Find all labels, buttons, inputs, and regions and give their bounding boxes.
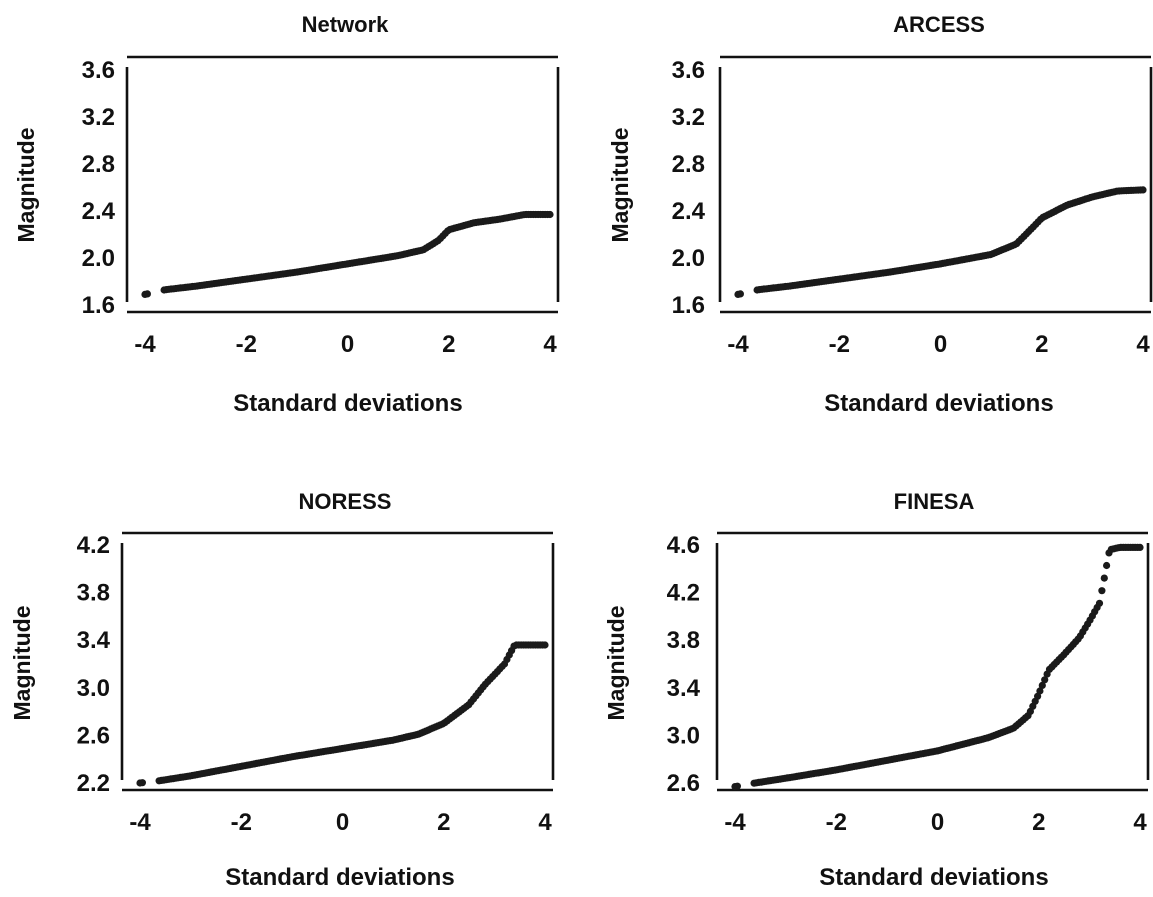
y-tick-label: 2.6: [77, 722, 110, 749]
data-point: [1098, 587, 1106, 595]
data-point: [733, 782, 742, 790]
x-tick-label: 2: [1032, 809, 1045, 836]
y-tick-labels: 1.6 2.0 2.4 2.8 3.2 3.6: [82, 57, 116, 319]
panel-title: ARCESS: [893, 12, 985, 37]
panel-finesa: FINESA Magnitude Standard deviations 2.6…: [603, 489, 1150, 891]
y-axis-label: Magnitude: [603, 606, 629, 721]
panel-title: Network: [302, 12, 390, 37]
y-tick-label: 3.8: [77, 580, 110, 607]
y-axis-label: Magnitude: [13, 128, 39, 243]
data-point: [736, 290, 745, 298]
x-tick-label: 4: [543, 331, 557, 358]
x-tick-label: -2: [236, 331, 257, 358]
x-tick-label: -4: [727, 331, 749, 358]
data-points: [136, 641, 549, 787]
data-point: [143, 290, 151, 298]
y-tick-label: 2.4: [672, 198, 706, 225]
y-tick-label: 2.4: [82, 198, 116, 225]
x-axis-label: Standard deviations: [824, 390, 1053, 417]
data-point: [1095, 599, 1104, 607]
y-tick-label: 3.6: [82, 57, 115, 84]
plot-frame: [125, 55, 560, 314]
y-tick-label: 3.6: [672, 57, 705, 84]
y-tick-label: 2.6: [667, 770, 700, 797]
data-point: [546, 210, 554, 219]
x-tick-label: 2: [437, 809, 450, 836]
x-tick-label: -4: [134, 331, 156, 358]
data-point: [1038, 681, 1046, 690]
panel-arcess: ARCESS Magnitude Standard deviations 1.6…: [607, 12, 1153, 417]
x-tick-label: -2: [826, 809, 847, 836]
data-point: [1136, 543, 1144, 552]
panel-noress: NORESS Magnitude Standard deviations 2.2…: [9, 489, 555, 891]
x-tick-label: 0: [341, 331, 354, 358]
y-tick-labels: 2.2 2.6 3.0 3.4 3.8 4.2: [77, 532, 111, 797]
x-tick-label: -2: [231, 809, 252, 836]
x-axis-label: Standard deviations: [225, 864, 454, 891]
y-tick-labels: 1.6 2.0 2.4 2.8 3.2 3.6: [672, 57, 706, 319]
x-tick-label: -4: [129, 809, 151, 836]
panel-title: FINESA: [894, 489, 975, 514]
x-tick-label: 4: [538, 809, 552, 836]
y-tick-label: 2.0: [82, 245, 115, 272]
y-tick-labels: 2.6 3.0 3.4 3.8 4.2 4.6: [667, 532, 701, 797]
data-points: [734, 186, 1147, 298]
data-point: [1041, 676, 1049, 684]
y-tick-label: 3.0: [667, 722, 700, 749]
y-tick-label: 4.2: [77, 532, 110, 559]
data-points: [141, 210, 554, 298]
x-tick-labels: -4 -2 0 2 4: [129, 809, 552, 836]
plot-frame: [715, 531, 1150, 792]
y-axis-label: Magnitude: [9, 606, 35, 721]
data-point: [138, 779, 146, 787]
panel-title: NORESS: [299, 489, 392, 514]
plot-frame: [718, 55, 1153, 314]
data-point: [1100, 574, 1108, 582]
x-axis-label: Standard deviations: [233, 390, 462, 417]
y-axis-label: Magnitude: [607, 128, 633, 243]
y-tick-label: 3.8: [667, 627, 700, 654]
panel-network: Network Magnitude Standard deviations 1.…: [13, 12, 560, 417]
y-tick-label: 4.2: [667, 580, 700, 607]
y-tick-label: 1.6: [82, 292, 115, 319]
y-tick-label: 2.8: [672, 151, 705, 178]
x-tick-label: -4: [724, 809, 746, 836]
y-tick-label: 3.4: [77, 627, 111, 654]
data-point: [1103, 561, 1111, 570]
y-tick-label: 3.2: [672, 104, 705, 131]
y-tick-label: 2.2: [77, 770, 110, 797]
x-tick-label: 2: [1035, 331, 1048, 358]
y-tick-label: 2.8: [82, 151, 115, 178]
y-tick-label: 3.2: [82, 104, 115, 131]
data-point: [1036, 687, 1044, 695]
y-tick-label: 1.6: [672, 292, 705, 319]
x-tick-labels: -4 -2 0 2 4: [134, 331, 557, 358]
x-tick-label: 2: [442, 331, 455, 358]
x-tick-label: -2: [829, 331, 850, 358]
x-tick-label: 0: [931, 809, 944, 836]
plot-frame: [120, 531, 555, 792]
x-tick-label: 0: [934, 331, 947, 358]
x-tick-label: 0: [336, 809, 349, 836]
y-tick-label: 4.6: [667, 532, 700, 559]
x-tick-label: 4: [1136, 331, 1150, 358]
y-tick-label: 3.4: [667, 675, 701, 702]
x-tick-labels: -4 -2 0 2 4: [727, 331, 1150, 358]
data-points: [731, 543, 1144, 791]
x-tick-label: 4: [1133, 809, 1147, 836]
y-tick-label: 3.0: [77, 675, 110, 702]
data-point: [1139, 186, 1147, 194]
x-axis-label: Standard deviations: [819, 864, 1048, 891]
data-point: [541, 641, 549, 649]
y-tick-label: 2.0: [672, 245, 705, 272]
x-tick-labels: -4 -2 0 2 4: [724, 809, 1147, 836]
